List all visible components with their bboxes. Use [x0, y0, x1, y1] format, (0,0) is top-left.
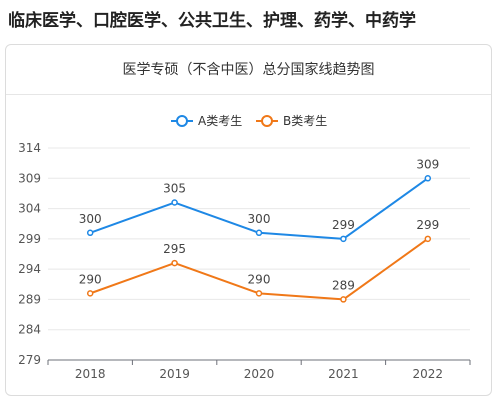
data-point — [255, 229, 263, 237]
data-point — [255, 290, 263, 297]
y-tick-label: 289 — [18, 292, 41, 306]
data-label: 305 — [163, 182, 186, 196]
legend-marker — [261, 115, 273, 127]
data-point — [171, 259, 178, 267]
y-tick-label: 304 — [18, 202, 41, 216]
x-tick-label: 2020 — [244, 367, 275, 381]
y-tick-label: 309 — [18, 171, 41, 185]
legend-label: A类考生 — [198, 114, 242, 128]
x-tick-label: 2022 — [413, 367, 444, 381]
data-label: 290 — [79, 272, 102, 286]
data-label: 300 — [248, 212, 271, 226]
data-point — [340, 296, 347, 303]
y-tick-label: 284 — [18, 323, 41, 337]
data-label: 309 — [416, 157, 439, 171]
data-label: 299 — [332, 218, 355, 232]
data-point — [171, 199, 178, 206]
y-tick-label: 299 — [18, 232, 41, 246]
data-point — [424, 235, 432, 243]
data-point — [340, 235, 347, 243]
data-label: 300 — [79, 212, 102, 226]
y-tick-label: 314 — [18, 141, 41, 155]
chart-title: 医学专硕（不含中医）总分国家线趋势图 — [122, 62, 375, 78]
data-label: 295 — [163, 242, 186, 256]
data-point — [424, 175, 432, 182]
data-point — [86, 229, 94, 237]
x-tick-label: 2021 — [328, 367, 359, 381]
data-point — [86, 290, 94, 297]
data-label: 299 — [416, 218, 439, 232]
data-label: 289 — [332, 278, 355, 292]
y-tick-label: 279 — [18, 353, 41, 367]
page-heading: 临床医学、口腔医学、公共卫生、护理、药学、中药学 — [8, 11, 416, 31]
title-divider — [6, 94, 491, 95]
chart-card: 医学专硕（不含中医）总分国家线趋势图 — [5, 44, 492, 396]
x-tick-label: 2018 — [75, 367, 106, 381]
legend-marker — [176, 115, 188, 127]
legend-label: B类考生 — [283, 114, 327, 128]
x-tick-label: 2019 — [159, 367, 190, 381]
data-label: 290 — [248, 272, 271, 286]
y-tick-label: 294 — [18, 262, 41, 276]
